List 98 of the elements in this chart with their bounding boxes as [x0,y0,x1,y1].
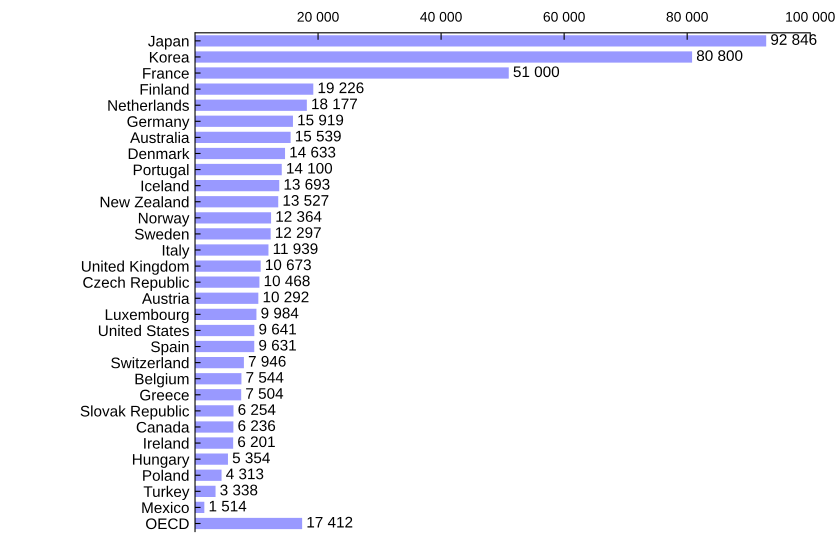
bar [195,67,509,79]
bar [195,116,293,127]
bar [195,405,234,417]
x-tick-label: 20 000 [298,12,339,22]
data-label: 12 364 [276,211,322,222]
bar [195,421,234,433]
bar [195,356,244,368]
y-tick-label: Mexico [142,502,189,514]
data-label: 5 354 [232,452,270,464]
y-tick-label: Germany [127,116,190,130]
y-tick-label: Iceland [142,180,188,192]
bar [195,83,314,95]
y-tick-label: Hungary [132,454,190,468]
data-label: 15 919 [298,114,344,126]
y-tick-label: Belgium [136,373,188,388]
x-tick-label: 40 000 [420,12,462,22]
bar [195,502,204,514]
y-tick-label: OECD [146,518,189,530]
data-label: 13 527 [284,195,328,206]
data-label: 18 177 [312,98,357,110]
y-tick-label: Italy [162,244,190,259]
bar [195,340,254,352]
y-tick-label: New Zealand [100,196,188,208]
data-label: 10 292 [264,292,308,302]
y-tick-label: Canada [136,421,190,433]
x-tick-label: 80 000 [666,12,708,22]
data-label: 7 504 [246,388,284,399]
y-tick-label: United Kingdom [82,260,188,275]
data-label: 4 313 [226,468,264,480]
bar [195,389,242,400]
data-label: 15 539 [296,130,341,142]
bar [195,164,282,176]
y-tick-label: Finland [140,84,188,95]
y-tick-label: Poland [143,470,188,481]
data-label: 14 100 [287,162,332,174]
y-tick-label: Norway [138,212,190,227]
y-tick-label: Switzerland [111,357,188,368]
data-label: 51 000 [514,66,560,78]
bar [195,437,234,449]
data-label: 7 946 [248,356,286,367]
data-label: 80 800 [696,50,742,62]
data-label: 10 673 [266,259,311,270]
data-label: 92 846 [771,34,816,45]
y-tick-label: France [143,68,189,79]
bar [195,35,766,46]
bar [195,470,222,481]
y-tick-label: Spain [151,340,188,356]
bar [195,212,272,224]
data-label: 12 297 [276,227,321,238]
y-tick-label: Turkey [144,486,190,500]
y-tick-label: Slovak Republic [80,405,190,420]
data-label: 14 633 [290,146,336,158]
x-tick-label: 100 000 [786,12,835,22]
bar [195,308,256,320]
bar [195,180,280,192]
data-label: 10 468 [264,275,310,286]
y-tick-label: Austria [142,292,190,304]
x-tick-label: 60 000 [544,12,585,22]
y-tick-label: Greece [140,390,189,400]
y-tick-label: Ireland [144,438,188,449]
bar [195,51,692,63]
data-label: 9 641 [259,324,296,335]
bar [195,244,268,256]
data-label: 3 338 [220,484,258,496]
y-tick-label: Luxembourg [106,308,188,324]
data-label: 13 693 [284,178,330,190]
bar [195,292,258,304]
bar [195,228,271,240]
bar [195,486,216,497]
y-tick-label: Czech Republic [83,276,190,291]
data-label: 19 226 [318,82,364,94]
data-label: 9 984 [261,308,298,318]
y-tick-label: Sweden [134,228,188,240]
data-label: 9 631 [259,340,296,351]
bar [195,373,242,384]
data-label: 1 514 [210,500,246,512]
bar [195,454,228,465]
data-label: 7 544 [246,372,284,383]
data-label: 6 236 [238,420,276,432]
bar [195,148,286,160]
bar [195,100,307,111]
data-label: 17 412 [307,516,352,528]
bar [195,276,260,288]
bar [195,260,261,272]
bar [195,196,278,208]
y-tick-label: Japan [148,36,188,50]
y-tick-label: Korea [150,52,190,63]
bar [195,132,291,144]
y-tick-label: Denmark [128,148,190,160]
y-tick-label: Portugal [134,164,188,178]
y-tick-label: United States [98,324,189,336]
data-label: 6 254 [238,404,276,415]
data-label: 11 939 [274,243,318,254]
bar [195,518,302,530]
bar [195,324,254,336]
data-label: 6 201 [238,436,275,448]
y-tick-label: Australia [130,132,190,144]
y-tick-label: Netherlands [108,100,189,111]
